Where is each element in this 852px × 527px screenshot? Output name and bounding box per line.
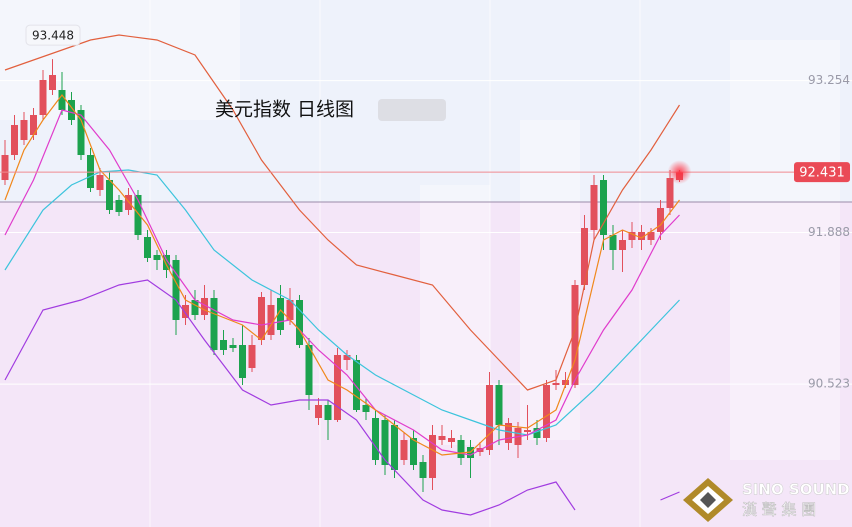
indicator-line — [4, 34, 681, 391]
candle-body — [96, 175, 104, 190]
y-tick-label: 91.888 — [808, 225, 850, 239]
candle-body — [524, 430, 531, 432]
candle-body — [372, 418, 379, 460]
candle-body — [220, 340, 227, 350]
candle-body — [134, 195, 142, 235]
candle-body — [267, 305, 275, 335]
indicator-line — [4, 94, 680, 456]
candle-body — [153, 255, 161, 260]
candle-body — [381, 420, 389, 465]
candle-body — [87, 155, 94, 188]
candle-body — [305, 345, 313, 395]
candle-body — [324, 405, 332, 420]
indicator-line — [660, 491, 680, 501]
candle-body — [163, 255, 170, 270]
candle-body — [362, 405, 370, 412]
y-tick-label: 93.254 — [808, 73, 850, 87]
candle-body — [115, 200, 123, 212]
candle-body — [315, 405, 322, 418]
candle-body — [353, 360, 360, 410]
candle-body — [400, 440, 408, 460]
candle-body — [334, 355, 341, 420]
candle-body — [628, 232, 636, 240]
candle-body — [495, 385, 503, 425]
candle-body — [533, 428, 541, 438]
last-price-label: 92.431 — [799, 166, 845, 181]
candle-body — [609, 235, 617, 250]
candle-body — [68, 100, 75, 120]
candle-body — [419, 462, 427, 478]
candle-body — [210, 298, 218, 350]
candle-body — [248, 345, 256, 368]
high-label: 93.448 — [32, 29, 74, 43]
candle-body — [448, 438, 455, 442]
candle-body — [191, 300, 199, 315]
candle-body — [172, 260, 180, 320]
candle-body — [77, 110, 85, 155]
candle-body — [144, 237, 151, 258]
watermark-latin: SINO SOUND — [742, 481, 850, 499]
candle-body — [201, 298, 208, 315]
candle-body — [1, 155, 9, 180]
candle-body — [58, 90, 66, 110]
candle-body — [20, 120, 28, 140]
candle-body — [438, 436, 446, 440]
watermark-chinese: 漢 聲 集 團 — [742, 501, 816, 519]
candle-body — [229, 345, 237, 348]
candle-body — [277, 298, 284, 330]
logo: SINO SOUND 漢 聲 集 團 — [683, 478, 850, 522]
indicator-line — [4, 169, 680, 436]
high-tag — [25, 24, 81, 46]
candle-body — [562, 380, 569, 385]
candle-body — [49, 75, 56, 90]
candle-body — [619, 240, 626, 250]
indicator-line — [4, 279, 576, 516]
candle-body — [296, 300, 303, 345]
candle-body — [30, 115, 37, 135]
candle-body — [343, 355, 351, 360]
candle-body — [552, 383, 560, 385]
candle-body — [258, 297, 265, 340]
candle-body — [638, 232, 645, 240]
candle-body — [239, 345, 246, 378]
candle-body — [391, 425, 398, 470]
candle-body — [11, 125, 18, 155]
candle-body — [106, 180, 113, 210]
last-price-tag — [794, 162, 850, 183]
candle-body — [581, 228, 588, 285]
candle-body — [647, 232, 655, 240]
candle-body — [505, 423, 512, 443]
y-tick-label: 90.523 — [808, 377, 850, 391]
candle-body — [457, 440, 465, 458]
candle-body — [657, 208, 664, 232]
candle-body — [39, 80, 47, 115]
candle-body — [410, 438, 417, 465]
candle-body — [666, 178, 674, 208]
chart-title: 美元指数 日线图 — [215, 99, 354, 121]
candle-body — [571, 285, 579, 385]
candle-body — [486, 385, 493, 450]
candle-body — [543, 385, 550, 438]
candle-body — [600, 180, 607, 235]
candle-body — [182, 305, 189, 318]
candle-body — [286, 300, 294, 320]
candle-body — [429, 435, 436, 478]
candle-body — [590, 185, 598, 230]
blurred-box — [378, 99, 446, 121]
indicator-line — [4, 109, 680, 456]
last-price-glow — [667, 160, 692, 185]
